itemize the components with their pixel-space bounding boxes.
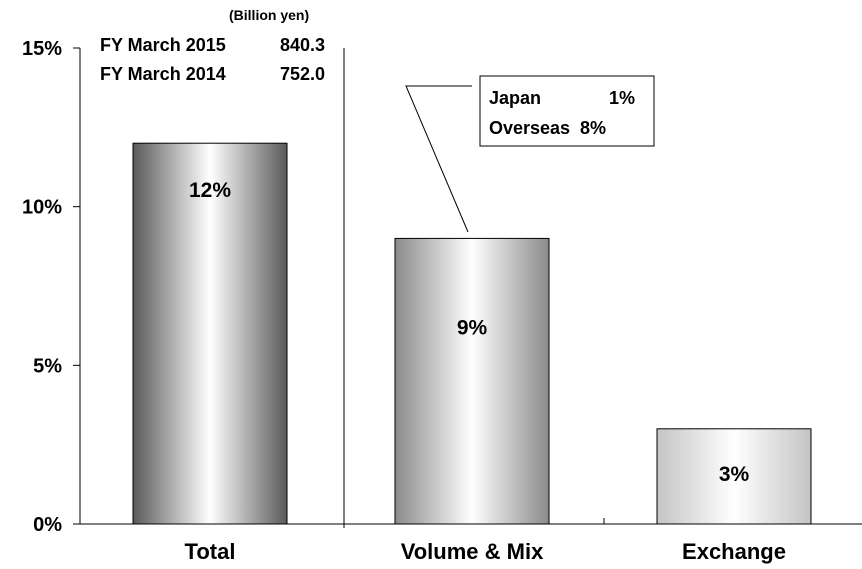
breakdown-callout: Japan 1% Overseas 8%	[405, 75, 655, 233]
callout-overseas-value: 8%	[580, 118, 606, 138]
info-row-2014-value: 752.0	[280, 64, 325, 84]
x-category-label: Total	[185, 539, 236, 564]
callout-japan-label: Japan	[489, 88, 541, 108]
callout-overseas-label: Overseas	[489, 118, 570, 138]
unit-note: (Billion yen)	[229, 7, 309, 23]
callout-box	[479, 75, 655, 147]
y-tick-label: 5%	[33, 355, 62, 377]
bar-value-label: 3%	[719, 463, 750, 486]
info-row-2014-label: FY March 2014	[100, 64, 226, 84]
bar-value-label: 12%	[189, 179, 231, 202]
y-tick-label: 10%	[22, 197, 62, 219]
callout-japan-value: 1%	[609, 88, 635, 108]
y-tick-label: 15%	[22, 38, 62, 60]
bar-volume-mix	[394, 237, 550, 525]
y-tick-label: 0%	[33, 514, 62, 536]
info-row-2015-label: FY March 2015	[100, 35, 226, 55]
bar-value-label: 9%	[457, 316, 488, 339]
bar-total	[132, 142, 288, 525]
x-category-label: Exchange	[682, 539, 786, 564]
info-row-2015-value: 840.3	[280, 35, 325, 55]
x-category-label: Volume & Mix	[401, 539, 544, 564]
callout-pointer	[405, 85, 472, 233]
